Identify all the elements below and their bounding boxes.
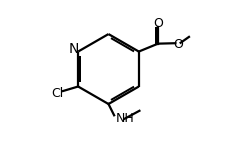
- Text: NH: NH: [115, 112, 133, 125]
- Text: O: O: [152, 17, 162, 30]
- Text: O: O: [173, 38, 182, 51]
- Text: N: N: [69, 42, 79, 56]
- Text: Cl: Cl: [52, 87, 64, 100]
